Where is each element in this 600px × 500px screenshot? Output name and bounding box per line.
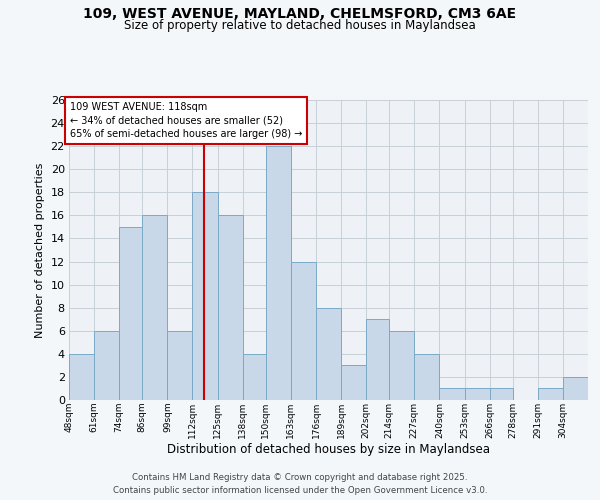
Text: 109 WEST AVENUE: 118sqm
← 34% of detached houses are smaller (52)
65% of semi-de: 109 WEST AVENUE: 118sqm ← 34% of detache… (70, 102, 302, 139)
Bar (341, 366, 366, 400)
Text: Distribution of detached houses by size in Maylandsea: Distribution of detached houses by size … (167, 442, 490, 456)
Text: Contains HM Land Registry data © Crown copyright and database right 2025.
Contai: Contains HM Land Registry data © Crown c… (113, 474, 487, 495)
Y-axis label: Number of detached properties: Number of detached properties (35, 162, 45, 338)
Bar (464, 388, 490, 400)
Bar (94, 331, 119, 400)
Bar (316, 308, 341, 400)
Bar (167, 331, 193, 400)
Bar (389, 331, 415, 400)
Bar (119, 227, 142, 400)
Bar (266, 146, 291, 400)
Bar (142, 216, 167, 400)
Bar (366, 319, 389, 400)
Bar (218, 216, 242, 400)
Bar (490, 388, 513, 400)
Bar (415, 354, 439, 400)
Bar (242, 354, 266, 400)
Bar (291, 262, 316, 400)
Text: 109, WEST AVENUE, MAYLAND, CHELMSFORD, CM3 6AE: 109, WEST AVENUE, MAYLAND, CHELMSFORD, C… (83, 8, 517, 22)
Bar (439, 388, 464, 400)
Bar (538, 388, 563, 400)
Text: Size of property relative to detached houses in Maylandsea: Size of property relative to detached ho… (124, 19, 476, 32)
Bar (563, 377, 588, 400)
Bar (69, 354, 94, 400)
Bar (193, 192, 218, 400)
